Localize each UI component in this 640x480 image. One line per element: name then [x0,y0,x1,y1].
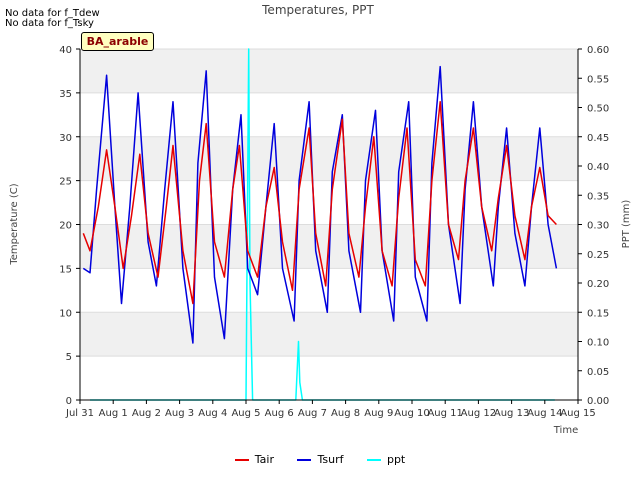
series-line-tsurf [82,65,558,344]
plot-bands [80,49,578,357]
legend-label-ppt: ppt [386,453,406,466]
site-badge: BA_arable [81,32,154,51]
legend-swatch-ppt [366,459,381,461]
y-tick-label: 25 [59,177,72,188]
x-tick-label: Aug 7 [298,408,327,419]
y-tick-label: 20 [59,221,72,232]
x-tick-label: Aug 3 [165,408,194,419]
legend-swatch-tsurf [297,459,312,461]
y-right-tick-label: 0.20 [587,279,609,290]
x-tick-label: Aug 8 [331,408,360,419]
x-tick-label: Aug 1 [99,408,128,419]
y-right-tick-label: 0.10 [587,338,609,349]
y-right-tick-label: 0.35 [587,191,609,202]
legend-item-ppt: ppt [366,453,406,466]
x-tick-label: Aug 15 [560,408,595,419]
y-tick-label: 0 [66,396,72,407]
plot-band [80,312,578,357]
x-tick-label: Aug 11 [427,408,462,419]
y-right-tick-label: 0.05 [587,367,609,378]
y-right-tick-label: 0.60 [587,45,609,56]
x-tick-label: Aug 12 [461,408,496,419]
x-tick-label: Aug 10 [394,408,429,419]
plot-band [80,136,578,181]
y-right-tick-label: 0.45 [587,133,609,144]
y-right-tick-label: 0.00 [587,396,609,407]
chart-title: Temperatures, PPT [261,3,374,17]
y-tick-label: 40 [59,45,72,56]
x-tick-label: Aug 13 [494,408,529,419]
x-tick-label: Aug 2 [132,408,161,419]
x-tick-label: Jul 31 [65,408,94,419]
x-tick-label: Aug 6 [265,408,294,419]
y-right-tick-label: 0.15 [587,308,609,319]
plot-band [80,49,578,93]
note-no-tdew: No data for f_Tdew [5,8,100,19]
legend-item-tsurf: Tsurf [297,453,343,466]
y-right-tick-label: 0.50 [587,104,609,115]
y-right-tick-label: 0.30 [587,221,609,232]
y-tick-label: 15 [59,264,72,275]
y-tick-label: 35 [59,89,72,100]
y-right-tick-label: 0.40 [587,162,609,173]
y-tick-label: 30 [59,133,72,144]
x-tick-label: Aug 9 [364,408,393,419]
y-right-tick-label: 0.55 [587,74,609,85]
x-axis-label: Time [553,425,578,436]
x-tick-label: Aug 5 [231,408,260,419]
x-tick-label: Aug 4 [198,408,227,419]
y-axis-right-label: PPT (mm) [621,200,632,249]
legend-label-tsurf: Tsurf [317,453,344,466]
legend-swatch-tair [234,459,249,461]
series-line-tair [82,100,557,305]
x-tick-label: Aug 14 [527,408,562,419]
y-right-tick-label: 0.25 [587,250,609,261]
legend: Tair Tsurf ppt [0,453,640,466]
y-tick-label: 10 [59,308,72,319]
legend-item-tair: Tair [234,453,274,466]
y-tick-label: 5 [66,352,72,363]
legend-label-tair: Tair [254,453,274,466]
note-no-tsky: No data for f_Tsky [5,18,94,29]
axes: 0 5 10 15 20 25 30 35 40 0.00 0.05 0.10 0.15 0.20 0.25… [59,45,609,419]
y-axis-label: Temperature (C) [9,183,20,265]
